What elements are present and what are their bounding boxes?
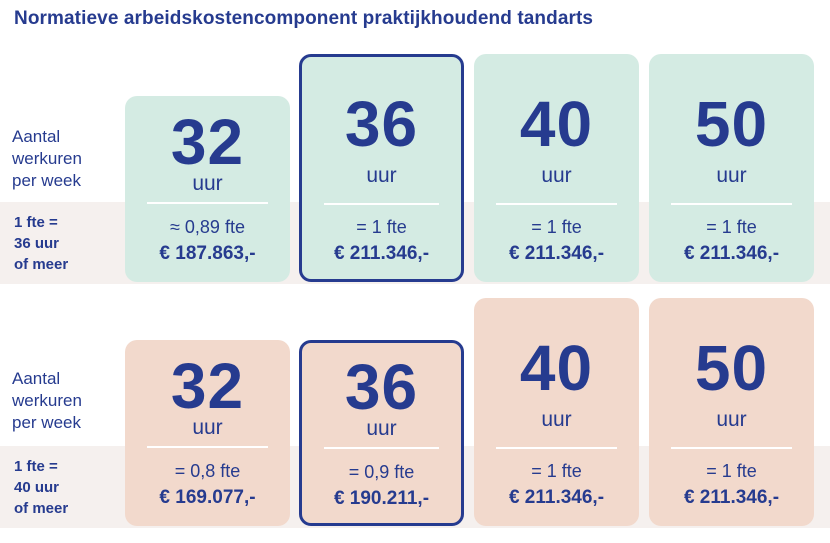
amount-value: € 190.211,- [333,488,430,509]
fte-definition-label: 1 fte = 36 uur of meer [14,214,69,273]
hours-value: 36 [344,88,419,160]
divider [324,203,439,205]
card-36-uur: 36 uur = 0,9 fte € 190.211,- [299,340,464,526]
amount-value: € 187.863,- [159,243,256,264]
hours-unit: uur [366,164,397,187]
hours-unit: uur [541,408,572,431]
card-32-uur: 32 uur = 0,8 fte € 169.077,- [125,340,290,526]
hours-value: 50 [694,88,769,160]
hours-value: 40 [519,332,594,404]
fte-value: ≈ 0,89 fte [170,217,245,237]
page-title: Normatieve arbeidskostencomponent prakti… [14,8,594,29]
amount-value: € 211.346,- [333,243,430,264]
fte-value: = 1 fte [706,217,757,237]
hours-label: Aantal werkuren per week [12,369,82,432]
fte-definition-label: 1 fte = 40 uur of meer [14,458,69,517]
card-32-uur: 32 uur ≈ 0,89 fte € 187.863,- [125,96,290,282]
hours-unit: uur [716,408,747,431]
divider [324,447,439,449]
card-40-uur: 40 uur = 1 fte € 211.346,- [474,298,639,526]
section-36-uur: Aantal werkuren per week 1 fte = 36 uur … [0,54,830,284]
fte-value: = 0,9 fte [348,462,415,482]
card-40-uur: 40 uur = 1 fte € 211.346,- [474,54,639,282]
hours-value: 32 [170,350,245,422]
amount-value: € 211.346,- [683,243,780,264]
fte-value: = 1 fte [706,461,757,481]
fte-value: = 1 fte [356,217,407,237]
divider [671,447,792,449]
amount-value: € 169.077,- [159,487,256,508]
card-50-uur: 50 uur = 1 fte € 211.346,- [649,54,814,282]
hours-unit: uur [366,417,397,440]
divider [147,202,268,204]
hours-value: 32 [170,106,245,178]
hours-value: 40 [519,88,594,160]
divider [671,203,792,205]
amount-value: € 211.346,- [508,487,605,508]
hours-value: 36 [344,351,419,423]
hours-unit: uur [541,164,572,187]
card-50-uur: 50 uur = 1 fte € 211.346,- [649,298,814,526]
divider [496,447,617,449]
card-36-uur: 36 uur = 1 fte € 211.346,- [299,54,464,282]
hours-value: 50 [694,332,769,404]
fte-value: = 0,8 fte [174,461,241,481]
hours-label: Aantal werkuren per week [12,127,82,190]
amount-value: € 211.346,- [508,243,605,264]
divider [496,203,617,205]
fte-value: = 1 fte [531,217,582,237]
hours-unit: uur [716,164,747,187]
divider [147,446,268,448]
hours-unit: uur [192,172,223,195]
amount-value: € 211.346,- [683,487,780,508]
hours-unit: uur [192,416,223,439]
fte-value: = 1 fte [531,461,582,481]
